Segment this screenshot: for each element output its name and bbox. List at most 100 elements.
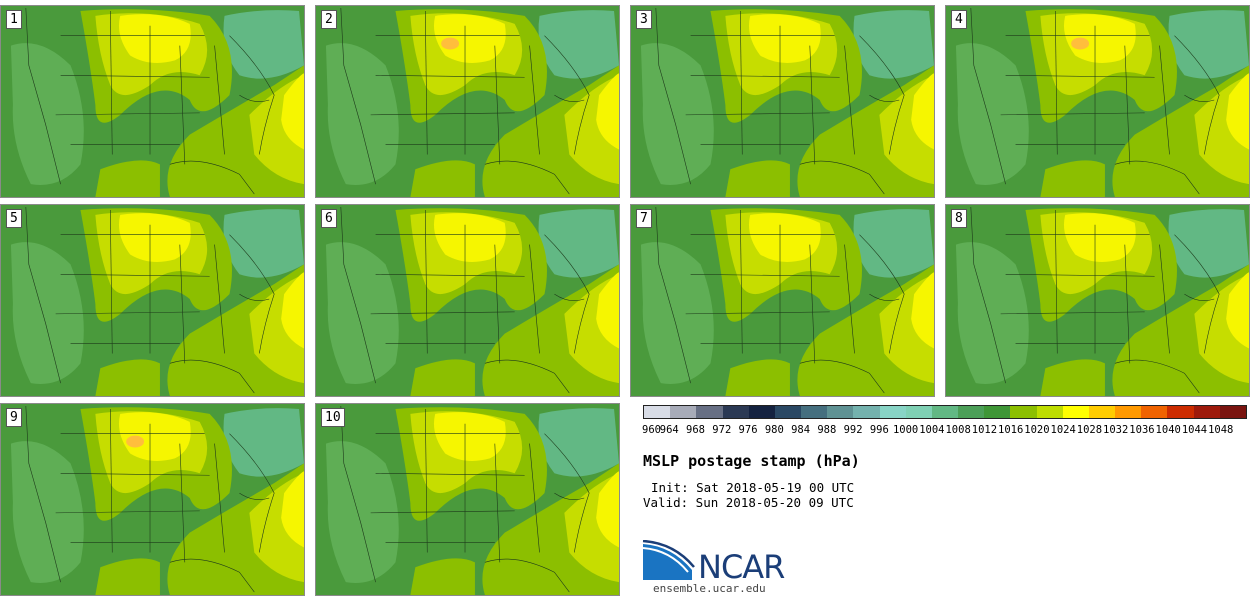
pressure-contour-region [955,43,1029,185]
state-border [340,7,376,185]
postage-stamp-panel: 7 [630,204,935,397]
pressure-contour-region [433,213,506,262]
state-border [799,359,885,394]
pressure-contour-region [1040,359,1105,396]
state-border [229,35,275,155]
pressure-contour-region [410,160,475,197]
pressure-contour-region [1063,213,1136,262]
colorbar-tick-label: 1040 [1155,424,1181,436]
state-border [869,293,900,301]
pressure-contour-region [118,412,191,461]
postage-stamp-panel: 3 [630,5,935,198]
colorbar-segment [853,406,880,418]
mslp-field-map [631,6,934,197]
state-border [494,443,501,563]
state-border [1114,160,1200,195]
state-border [55,112,200,116]
colorbar-tick-label: 1008 [945,424,971,436]
state-border [1000,311,1145,315]
colorbar-segment [958,406,985,418]
pressure-contour-region [433,14,506,63]
colorbar-tick-label: 1012 [971,424,998,436]
colorbar-segment [1088,406,1116,418]
panel-number: 9 [6,408,22,427]
colorbar-tick-label: 1036 [1129,424,1155,436]
state-border [109,408,113,553]
state-border [484,160,570,195]
postage-stamp-panel: 1 [0,5,305,198]
colorbar-tick-label: 984 [791,424,811,436]
state-border [529,443,540,553]
state-border [370,510,515,514]
colorbar-segment [905,406,932,418]
colorbar-segment [1141,406,1168,418]
state-border [690,273,840,277]
state-border [375,273,525,277]
pressure-contour-region [1226,272,1249,349]
state-border [859,234,905,354]
panel-number: 1 [6,10,22,29]
state-border [169,359,255,394]
state-border [169,558,255,593]
high-pressure-center [441,37,460,50]
colorbar-tick-label: 1044 [1181,424,1208,436]
state-border [60,273,210,277]
state-border [214,45,225,155]
postage-stamp-panel: 6 [315,204,620,397]
state-border [1184,293,1215,301]
pressure-contour-region [410,558,475,595]
pressure-contour-region [118,14,191,63]
pressure-contour-region [911,73,934,150]
state-border [970,206,1006,384]
pressure-contour-region [1168,10,1249,79]
state-border [1159,244,1170,354]
pressure-contour-region [95,359,160,396]
state-border [370,112,515,116]
init-time: Init: Sat 2018-05-19 00 UTC [651,480,855,495]
colorbar-segment [827,406,854,418]
state-border [340,206,376,384]
site-url: ensemble.ucar.edu [653,582,766,595]
mslp-field-map [316,205,619,396]
state-border [375,74,525,78]
state-border [179,244,186,364]
panel-number: 10 [321,408,345,427]
state-border [55,311,200,315]
mslp-field-map [316,404,619,595]
state-border [25,7,61,185]
colorbar-segment [1167,406,1194,418]
state-border [239,293,270,301]
colorbar-tick-label: 1048 [1208,424,1234,436]
colorbar-segment [1219,406,1246,418]
state-border [424,209,428,354]
colorbar-segment [644,406,671,418]
colorbar [643,405,1247,419]
pressure-contour-region [281,272,304,349]
state-border [60,472,210,476]
pressure-contour-region [433,412,506,461]
state-border [1174,234,1220,354]
postage-stamp-panel: 5 [0,204,305,397]
state-border [544,234,590,354]
colorbar-tick-label: 960 [642,424,661,436]
state-border [370,311,515,315]
state-border [739,10,743,155]
state-border [484,359,570,394]
postage-stamp-panel: 4 [945,5,1250,198]
mslp-field-map [946,205,1249,396]
mslp-field-map [1,404,304,595]
panel-number: 5 [6,209,22,228]
pressure-contour-region [10,242,84,384]
high-pressure-center [1071,37,1090,50]
state-border [1114,359,1200,394]
pressure-contour-region [1168,209,1249,278]
state-border [340,405,376,583]
state-border [25,405,61,583]
mslp-field-map [631,205,934,396]
colorbar-tick-label: 1000 [892,424,919,436]
state-border [375,472,525,476]
colorbar-tick-label: 968 [686,424,705,436]
colorbar-segment [748,406,775,418]
state-border [739,209,743,354]
state-border [109,209,113,354]
